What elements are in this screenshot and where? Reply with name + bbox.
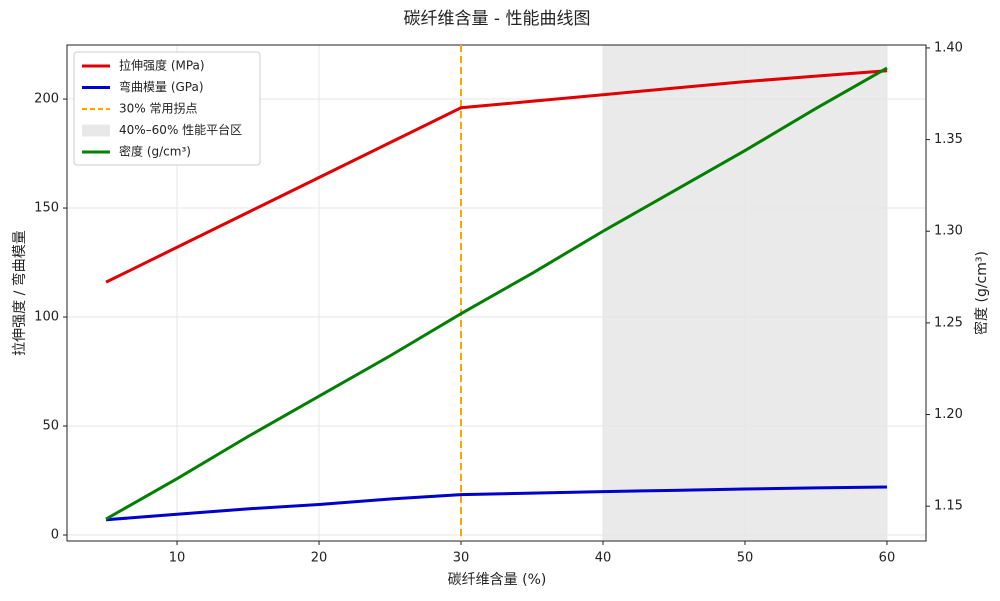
y-tick-label: 200: [34, 92, 59, 107]
y2-tick-label: 1.30: [934, 224, 963, 239]
x-axis-label: 碳纤维含量 (%): [448, 572, 547, 588]
x-tick-label: 10: [169, 551, 186, 566]
legend-label: 30% 常用拐点: [119, 101, 198, 116]
x-tick-label: 20: [311, 551, 328, 566]
x-tick-label: 50: [737, 551, 754, 566]
y-axis-label: 拉伸强度 / 弯曲模量: [11, 230, 28, 356]
y2-tick-label: 1.15: [934, 499, 963, 514]
legend-box: [73, 51, 261, 166]
legend-label: 40%–60% 性能平台区: [119, 122, 242, 137]
x-tick-label: 30: [453, 551, 470, 566]
x-tick-label: 60: [879, 551, 896, 566]
x-tick-label: 40: [595, 551, 612, 566]
y2-tick-label: 1.20: [934, 407, 963, 422]
plot-frame: [66, 44, 927, 542]
series-line: [105, 69, 888, 284]
y2-tick-label: 1.40: [934, 40, 963, 55]
y2-tick-label: 1.35: [934, 132, 963, 147]
legend-label: 拉伸强度 (MPa): [119, 58, 205, 73]
series-line: [105, 485, 887, 522]
y-tick-label: 50: [42, 419, 59, 434]
legend-swatch: [82, 124, 110, 137]
y2-tick-label: 1.25: [934, 315, 963, 330]
legend-label: 弯曲模量 (GPa): [119, 79, 204, 94]
y-tick-label: 100: [34, 310, 59, 325]
y-tick-label: 150: [34, 201, 59, 216]
y-tick-label: 0: [51, 528, 59, 543]
chart-title: 碳纤维含量 - 性能曲线图: [404, 9, 591, 29]
y2-axis-label: 密度 (g/cm³): [973, 251, 990, 335]
legend-label: 密度 (g/cm³): [119, 144, 191, 159]
legend: 拉伸强度 (MPa) 弯曲模量 (GPa) 30% 常用拐点 40%–60% 性能平台…: [73, 51, 261, 166]
series-line: [105, 66, 888, 521]
